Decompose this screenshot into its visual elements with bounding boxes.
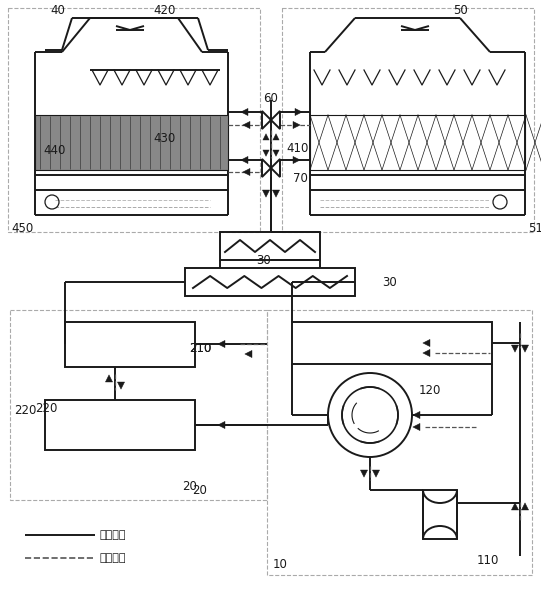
Polygon shape [271, 111, 280, 129]
Bar [65, 322, 195, 367]
Text: 120: 120 [419, 383, 441, 396]
Polygon shape [271, 159, 280, 177]
Text: 70: 70 [293, 172, 307, 185]
Text: 30: 30 [382, 276, 398, 288]
Text: 制热工况: 制热工况 [100, 553, 127, 563]
Text: 210: 210 [189, 341, 211, 355]
Polygon shape [241, 157, 248, 164]
Text: 440: 440 [44, 144, 66, 157]
Polygon shape [241, 108, 248, 115]
Polygon shape [511, 503, 519, 510]
Bar [292, 322, 492, 364]
Polygon shape [117, 382, 124, 389]
Text: 30: 30 [256, 254, 271, 267]
Text: 40: 40 [50, 4, 65, 17]
Text: 220: 220 [35, 401, 57, 414]
Bar [8, 8, 260, 232]
Polygon shape [423, 349, 430, 356]
Polygon shape [423, 340, 430, 347]
Polygon shape [273, 190, 280, 197]
Text: 220: 220 [14, 404, 36, 416]
Polygon shape [522, 503, 529, 510]
Text: 420: 420 [154, 4, 176, 17]
Polygon shape [413, 411, 420, 419]
Polygon shape [218, 340, 225, 347]
Polygon shape [360, 470, 367, 477]
Polygon shape [245, 350, 252, 358]
Polygon shape [295, 108, 302, 115]
Polygon shape [413, 423, 420, 431]
Polygon shape [273, 134, 279, 140]
Polygon shape [243, 121, 250, 129]
Polygon shape [511, 345, 519, 352]
Bar [185, 268, 355, 296]
Bar [423, 490, 457, 539]
Text: 20: 20 [182, 480, 197, 493]
Text: 50: 50 [453, 4, 467, 17]
Text: 450: 450 [12, 221, 34, 234]
Text: 110: 110 [477, 554, 499, 566]
Polygon shape [293, 157, 300, 164]
Text: 20: 20 [193, 484, 207, 496]
Polygon shape [273, 150, 279, 156]
Bar [267, 310, 532, 575]
Polygon shape [263, 150, 269, 156]
Text: 410: 410 [287, 142, 309, 154]
Bar [10, 310, 267, 500]
Polygon shape [522, 345, 529, 352]
Bar [45, 400, 195, 450]
Polygon shape [262, 111, 271, 129]
Text: 10: 10 [273, 559, 287, 572]
Text: 210: 210 [189, 341, 211, 355]
Text: 制冷工况: 制冷工况 [100, 530, 127, 540]
Polygon shape [262, 190, 269, 197]
Text: 430: 430 [154, 132, 176, 145]
Bar [35, 115, 228, 170]
Bar [220, 232, 320, 260]
Polygon shape [372, 470, 380, 477]
Polygon shape [263, 134, 269, 140]
Bar [310, 115, 525, 170]
Polygon shape [262, 159, 271, 177]
Polygon shape [105, 375, 113, 382]
Text: 60: 60 [263, 91, 279, 105]
Polygon shape [293, 121, 300, 129]
Polygon shape [243, 169, 250, 176]
Bar [282, 8, 534, 232]
Text: 510: 510 [528, 221, 541, 234]
Polygon shape [218, 422, 225, 429]
